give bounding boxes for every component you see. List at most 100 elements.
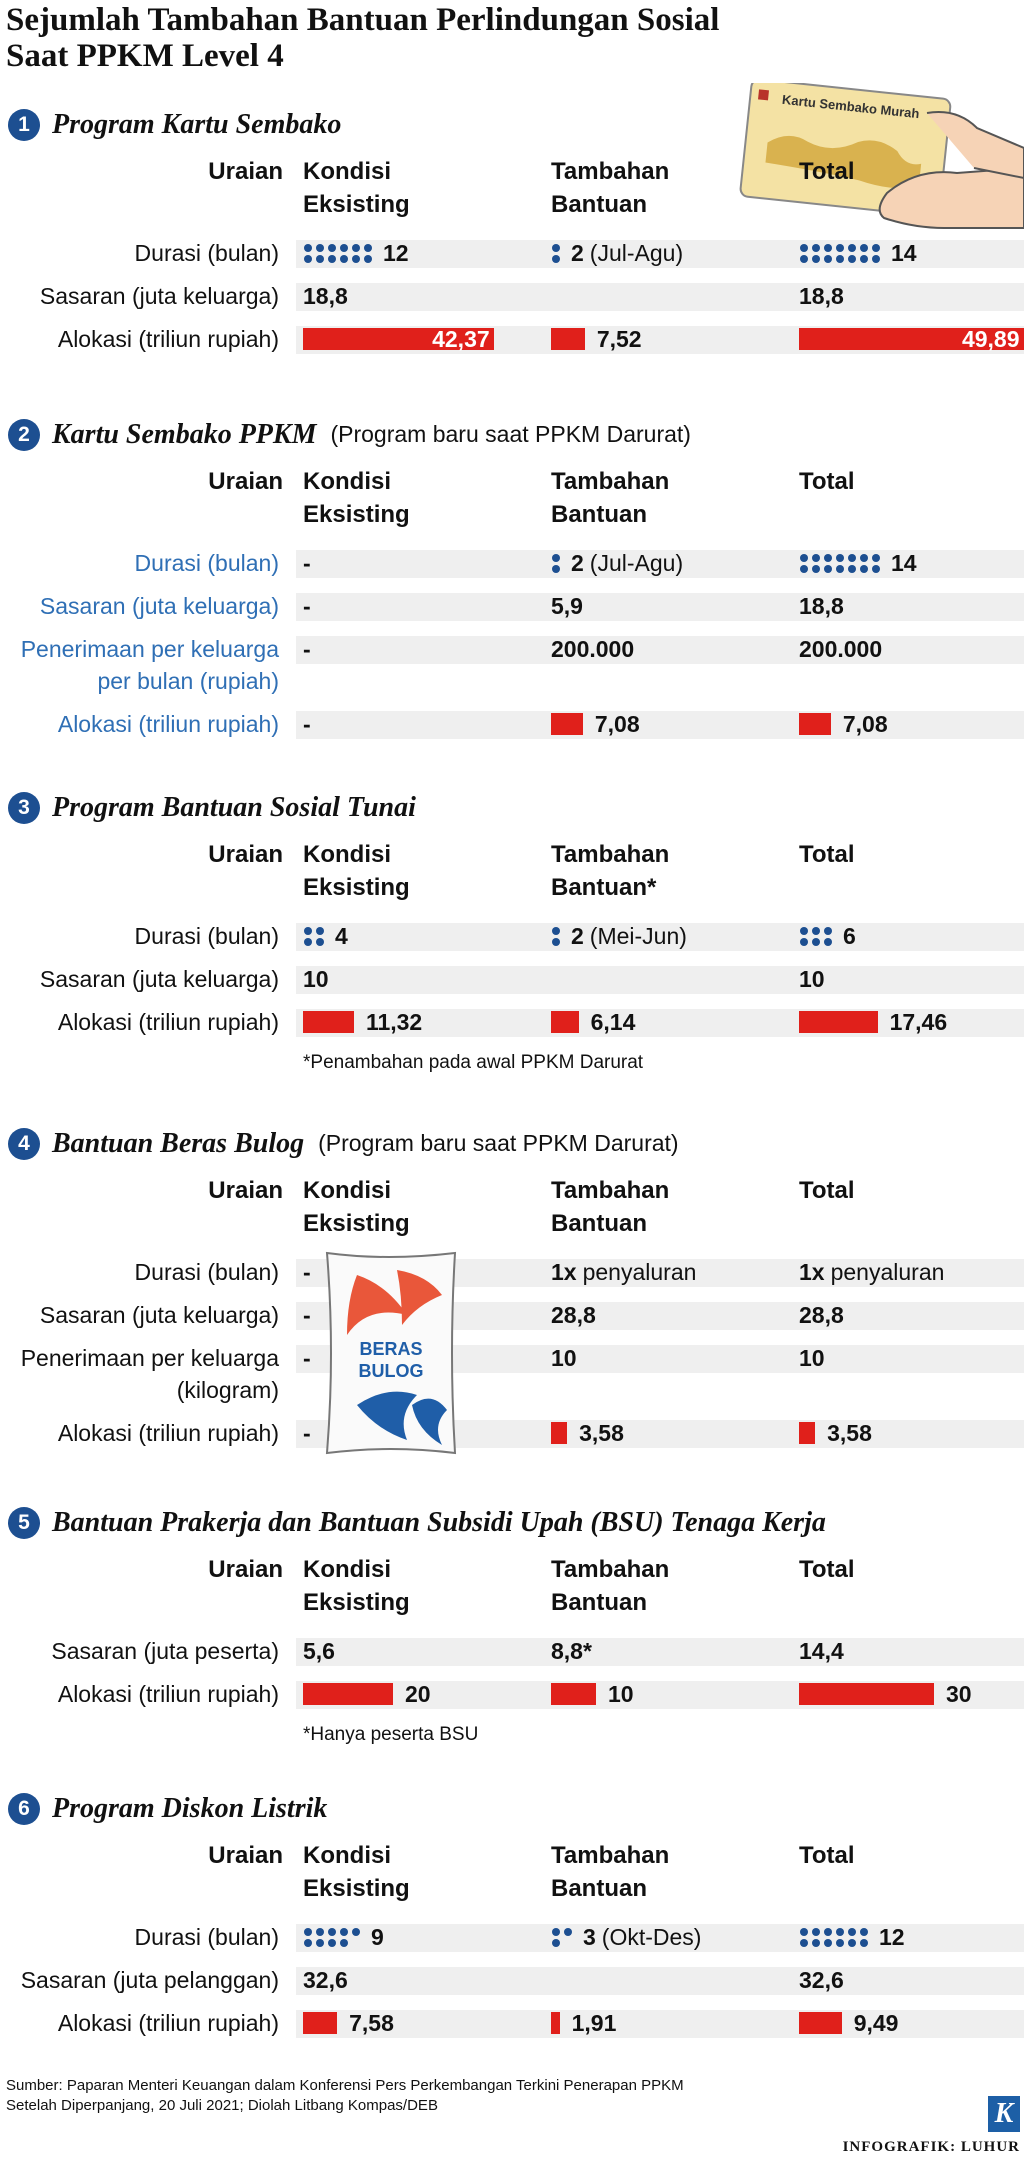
cell: - [303, 1417, 311, 1449]
value: - [303, 1302, 311, 1328]
section: 5 Bantuan Prakerja dan Bantuan Subsidi Up… [0, 1492, 1024, 1746]
cell: 6 [799, 920, 856, 952]
source: Sumber: Paparan Menteri Keuangan dalam K… [6, 2077, 684, 2114]
dot [552, 926, 560, 935]
column-header: Uraian [208, 468, 283, 495]
column-header: Tambahan Bantuan [551, 158, 670, 218]
bar-label: 1,91 [571, 2010, 617, 2036]
bar [551, 328, 585, 350]
column-header: Tambahan Bantuan [551, 1177, 670, 1237]
section: 4 Bantuan Beras Bulog (Program baru saat P… [0, 1113, 1024, 1455]
cell: 18,8 [303, 280, 348, 312]
dot [352, 243, 360, 252]
bar [551, 1011, 579, 1033]
dot-group [304, 243, 372, 263]
value: 32,6 [799, 1967, 844, 1993]
dot-group [552, 553, 560, 573]
column-header: Total [799, 1556, 855, 1583]
dot [872, 564, 880, 573]
dot [860, 1927, 868, 1936]
column-header: Total [799, 468, 855, 495]
note: (Mei-Jun) [589, 923, 687, 949]
value: 3 [583, 1924, 596, 1950]
dot [552, 243, 560, 252]
table-row: Alokasi (triliun rupiah) - 3,58 3,58 [0, 1412, 1024, 1455]
bar-label: 17,46 [889, 1009, 948, 1035]
section-name: Program Bantuan Sosial Tunai [52, 791, 416, 823]
cell: 2 (Jul-Agu) [551, 547, 683, 579]
dot-group [304, 1927, 360, 1947]
cell: 32,6 [303, 1964, 348, 1996]
dot [824, 1927, 832, 1936]
dot [304, 937, 312, 946]
column-header: Tambahan Bantuan [551, 1842, 670, 1902]
dot [304, 243, 312, 252]
section-name: Program Kartu Sembako [52, 108, 342, 140]
value: - [303, 636, 311, 662]
note: penyaluran [582, 1259, 697, 1285]
dot [848, 553, 856, 562]
dot [872, 254, 880, 263]
dot [316, 1927, 324, 1936]
value: - [303, 1345, 311, 1371]
cell: - [303, 590, 311, 622]
dot [848, 1927, 856, 1936]
cell: 32,6 [799, 1964, 844, 1996]
value: 18,8 [799, 593, 844, 619]
section-title: 3 Program Bantuan Sosial Tunai [0, 777, 1024, 838]
dot [800, 553, 808, 562]
dot [564, 1927, 572, 1936]
table-row: Sasaran (juta pelanggan) 32,6 32,6 [0, 1959, 1024, 2002]
bar-label: 20 [405, 1681, 431, 1707]
cell: 200.000 [799, 633, 882, 665]
dot [328, 254, 336, 263]
header-row: Uraian Kondisi Eksisting Tambahan Bantuan*… [0, 838, 1024, 915]
cell: 9 [303, 1921, 384, 1953]
column-header: Kondisi Eksisting [303, 1177, 410, 1237]
column-header: Kondisi Eksisting [303, 468, 410, 528]
column-header: Kondisi Eksisting [303, 1556, 410, 1616]
cell: 3 (Okt-Des) [551, 1921, 701, 1953]
column-header: Kondisi Eksisting [303, 841, 410, 901]
table-row: Sasaran (juta keluarga) 10 10 [0, 958, 1024, 1001]
table-row: Sasaran (juta keluarga) 18,8 18,8 [0, 275, 1024, 318]
value: 12 [879, 1924, 905, 1950]
dot [800, 1938, 808, 1947]
dot [552, 937, 560, 946]
section-number: 4 [8, 1127, 40, 1160]
dot [340, 243, 348, 252]
value: 200.000 [799, 636, 883, 662]
row-band [296, 966, 1024, 994]
bar-wrap [551, 1422, 568, 1444]
dot [824, 243, 832, 252]
value: 14 [891, 240, 917, 266]
dot [872, 553, 880, 562]
dot [824, 553, 832, 562]
bar [799, 1011, 878, 1033]
row-label: Sasaran (juta keluarga) [39, 283, 279, 309]
dot [552, 254, 560, 263]
bar-label: 10 [608, 1681, 634, 1707]
cell: - [303, 708, 311, 740]
value: 10 [303, 966, 329, 992]
section-title: 5 Bantuan Prakerja dan Bantuan Subsidi Up… [0, 1492, 1024, 1553]
column-header: Total [799, 1177, 855, 1204]
column-header: Uraian [208, 841, 283, 868]
dot [824, 1938, 832, 1947]
value: 200.000 [551, 636, 635, 662]
bar [799, 2012, 842, 2034]
bar [551, 713, 583, 735]
cell: 1,91 [551, 2007, 616, 2039]
value: 2 [571, 240, 584, 266]
section: 3 Program Bantuan Sosial Tunai Uraian Kondi… [0, 777, 1024, 1074]
bar [303, 328, 494, 350]
title: Sejumlah Tambahan Bantuan Perlindungan S… [6, 2, 719, 74]
bar-label: 7,52 [596, 326, 642, 352]
bar-wrap [799, 2012, 842, 2034]
dot [552, 1927, 560, 1936]
column-header: Total [799, 841, 855, 868]
value: 18,8 [799, 283, 844, 309]
cell: 14,4 [799, 1635, 844, 1667]
dot [552, 553, 560, 562]
bar-wrap [551, 713, 583, 735]
